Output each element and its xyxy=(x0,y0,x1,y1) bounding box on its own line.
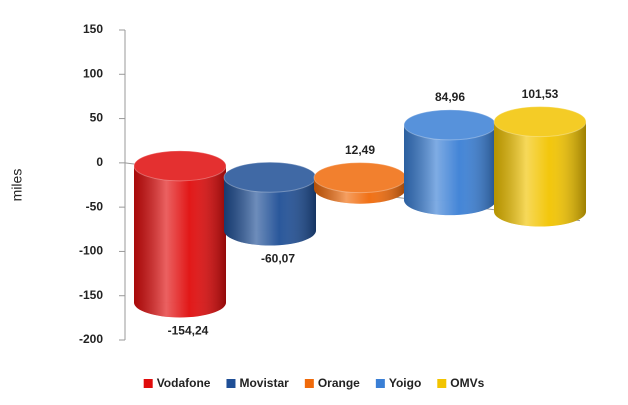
cylinder xyxy=(133,150,227,318)
value-label: 84,96 xyxy=(435,90,465,104)
y-tick-label: -200 xyxy=(79,332,103,346)
bar-shade xyxy=(134,165,226,303)
legend: Vodafone Movistar Orange Yoigo OMVs xyxy=(143,376,485,390)
cylinder xyxy=(223,161,317,246)
y-tick-label: 0 xyxy=(96,155,103,169)
y-axis-label: miles xyxy=(9,169,25,202)
cylinder-top-shade xyxy=(134,150,226,181)
cylinder xyxy=(313,162,407,204)
legend-swatch xyxy=(375,379,385,388)
y-tick-label: -100 xyxy=(79,244,103,258)
y-tick-label: -150 xyxy=(79,288,103,302)
y-tick-label: 150 xyxy=(83,22,103,36)
y-tick-label: 100 xyxy=(83,66,103,80)
legend-label: Yoigo xyxy=(389,376,421,390)
legend-swatch xyxy=(226,379,236,388)
cylinder-top-shade xyxy=(494,106,586,137)
cylinder-top-shade xyxy=(224,162,316,193)
value-label: -60,07 xyxy=(261,252,295,266)
cylinder-top xyxy=(133,150,227,182)
cylinder xyxy=(493,106,587,227)
legend-label: Vodafone xyxy=(157,376,211,390)
cylinder xyxy=(403,109,497,216)
cylinder-top-shade xyxy=(404,109,496,140)
legend-label: Orange xyxy=(318,376,360,390)
legend-swatch xyxy=(437,379,447,388)
legend-label: OMVs xyxy=(450,376,484,390)
cylinder-top-shade xyxy=(314,162,406,193)
y-tick-label: 50 xyxy=(90,111,104,125)
value-label: 12,49 xyxy=(345,143,375,157)
value-label: 101,53 xyxy=(522,87,559,101)
cylinder-top xyxy=(493,106,587,138)
y-tick-label: -50 xyxy=(86,199,104,213)
legend-label: Movistar xyxy=(239,376,289,390)
legend-swatch xyxy=(143,379,153,388)
legend-swatch xyxy=(304,379,314,388)
value-label: -154,24 xyxy=(168,324,209,338)
